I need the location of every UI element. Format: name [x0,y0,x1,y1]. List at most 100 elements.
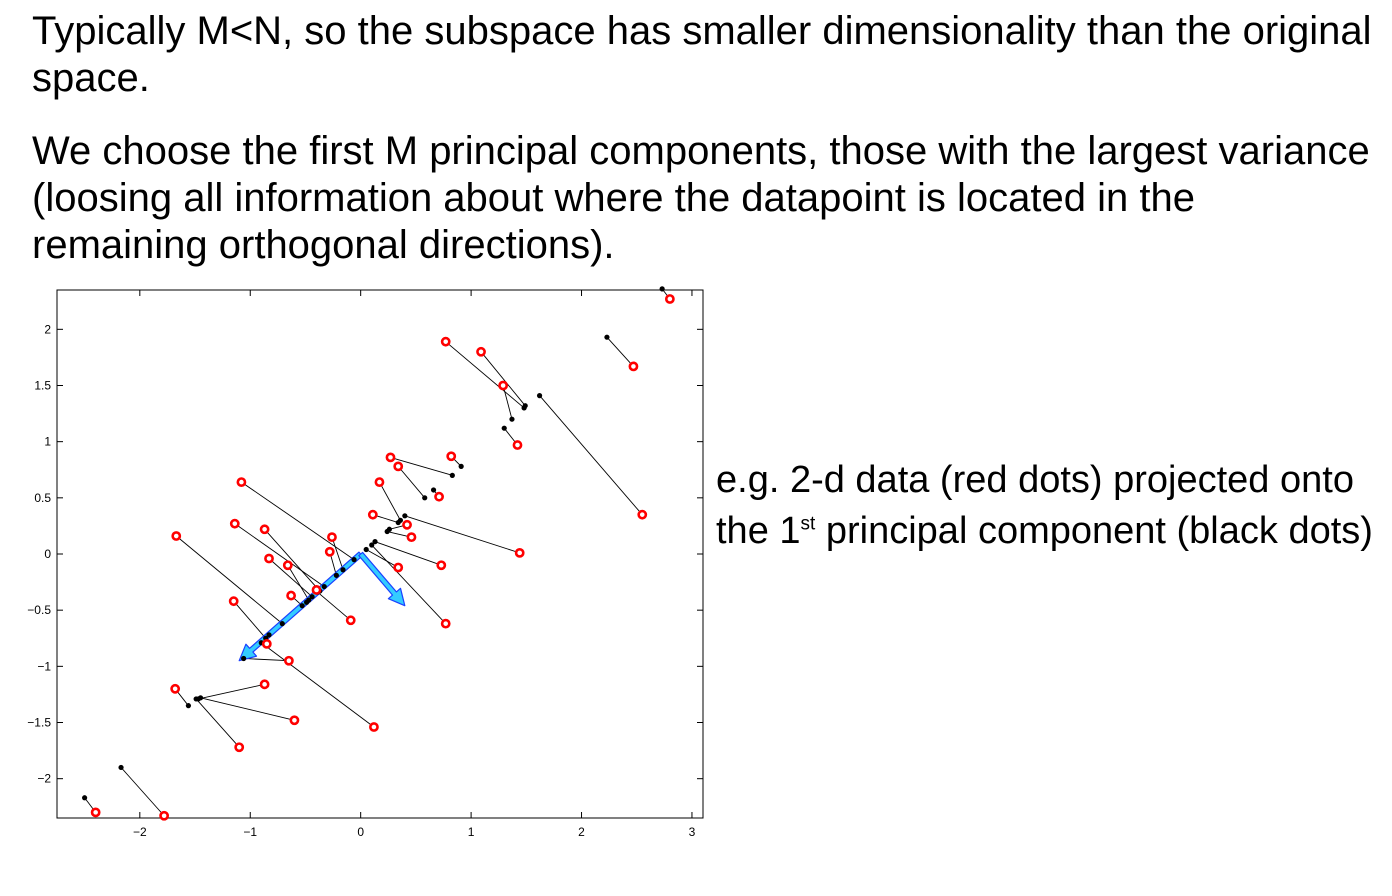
principal-axis-arrow [358,551,406,607]
projection-line [264,528,321,592]
projected-point [197,695,204,701]
projected-point [241,655,247,662]
y-tick-label: 0.5 [34,491,51,505]
projected-point [384,528,390,535]
data-point [264,553,274,564]
projection-line [195,698,240,748]
data-point [402,519,412,530]
y-tick-label: 2 [44,322,51,336]
x-tick-label: 1 [468,825,475,839]
projected-point [509,416,515,422]
tick-labels: −2 −1 0 1 2 3 −2 −1.5 −1 −0.5 0 0.5 1 1.5 2 [27,322,695,839]
data-point [90,807,101,818]
caption-suffix: principal component (black dots) [815,510,1373,552]
projected-point [449,472,455,478]
projected-point [333,572,339,578]
projected-point [536,393,543,399]
axes [56,289,704,819]
projected-point [458,463,464,469]
projection-line [198,683,265,700]
projected-point [395,519,401,526]
projection-line [606,336,634,367]
y-tick-label: 1.5 [34,378,51,392]
projected-point [309,594,315,600]
projected-point [522,403,528,409]
data-point [170,683,181,694]
data-point [324,546,335,557]
x-tick-label: −1 [243,825,257,839]
data-point [327,532,337,543]
projected-point [604,334,610,340]
data-point [434,491,444,502]
data-point [289,715,300,726]
projection-line [539,395,643,515]
y-tick-label: 0 [44,547,51,561]
data-point [283,655,294,666]
data-point [512,440,523,450]
data-point [229,518,240,529]
data-point [393,461,404,472]
data-point [385,452,396,463]
data-point [664,294,675,304]
data-point [374,477,385,488]
projected-point [299,603,305,609]
caption-superscript: st [800,513,816,535]
projected-point [372,539,378,545]
data-point [236,477,247,488]
pca-scatter-plot: −2 −1 0 1 2 3 −2 −1.5 −1 −0.5 0 0.5 1 1.5 2 [27,286,704,839]
projected-point [118,764,124,771]
projection-line [234,523,325,587]
projection-line [390,456,453,476]
y-tick-label: 1 [44,435,51,449]
data-point [440,618,451,629]
projection-line [374,541,442,566]
projected-point [193,696,199,702]
data-point [628,361,639,372]
data-point [367,509,378,520]
projected-point [321,583,327,590]
y-tick-label: −1 [37,659,51,673]
projected-point [402,513,408,519]
paragraph-dimensionality: Typically M<N, so the subspace has small… [32,9,1372,100]
data-point [406,532,417,543]
projection-line [200,697,295,721]
data-point [171,531,182,541]
data-point [259,679,270,690]
y-tick-label: −0.5 [27,603,51,617]
projected-point [363,546,369,553]
data-point [159,810,170,821]
projection-line [404,515,520,554]
paragraph-principal-components: We choose the first M principal componen… [32,129,1370,267]
projected-point [82,795,88,801]
data-point [261,638,272,649]
data-point [498,380,509,391]
x-tick-label: 0 [357,825,364,839]
data-point [476,346,486,357]
data-point [345,615,356,626]
projection-line [502,385,513,420]
projected-point [659,286,665,292]
projected-point [501,425,507,431]
projection-line [331,537,344,570]
projection-line [175,535,283,624]
projection-line [241,481,355,560]
data-point [436,560,447,571]
y-tick-label: −1.5 [27,716,51,730]
projection-line [445,341,525,409]
projected-point [185,703,192,709]
x-tick-label: 2 [578,825,585,839]
projected-point [279,621,285,627]
projection-line [397,466,426,499]
data-point [514,547,525,558]
data-point [234,742,245,753]
projection-line [287,565,310,601]
projection-lines [84,288,671,817]
x-tick-label: 3 [689,825,696,839]
data-point [369,722,379,732]
projection-line [120,767,165,817]
projected-point [430,487,437,493]
x-tick-label: −2 [133,825,147,839]
projected-point [422,495,428,501]
projection-line [365,549,399,568]
data-point [440,336,451,347]
